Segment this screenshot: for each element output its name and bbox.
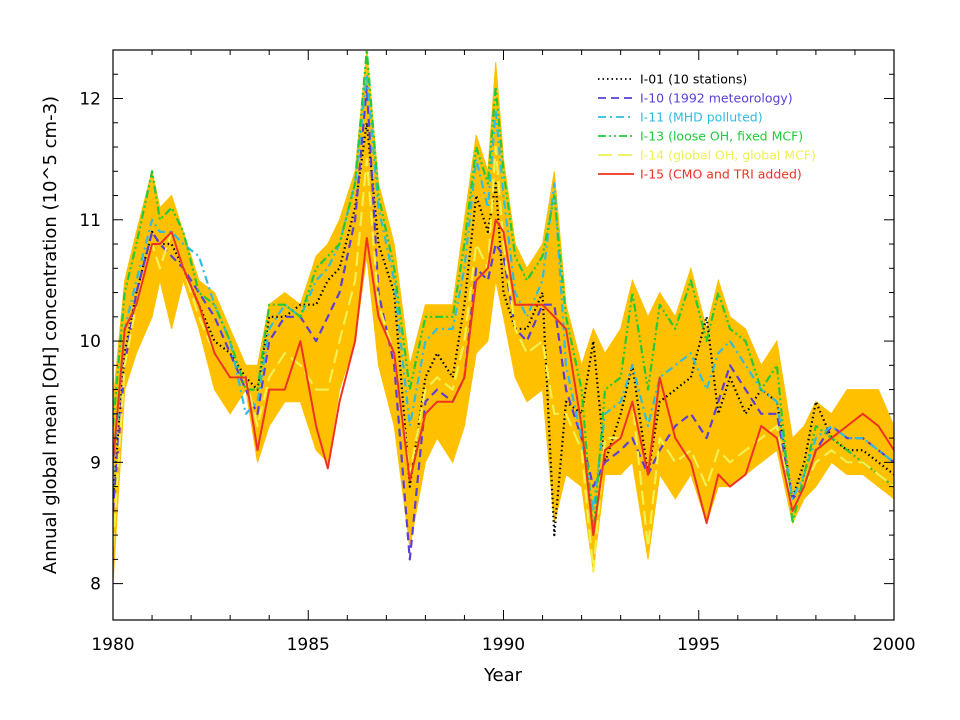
y-tick-label: 9: [90, 453, 101, 473]
series-line-6: [113, 218, 894, 537]
x-axis-title: Year: [483, 665, 523, 686]
y-axis-title: Annual global mean [OH] concentration (1…: [40, 96, 61, 574]
legend-entry-5: I-14 (global OH, global MCF): [598, 148, 816, 163]
y-tick-label: 8: [90, 575, 101, 595]
range-band: [113, 50, 894, 584]
x-tick-label: 1985: [287, 635, 330, 655]
axis-tick-labels: 1980 1985 1990 1995 2000 8 9 10 11 12: [79, 90, 915, 655]
legend-label: I-14 (global OH, global MCF): [640, 148, 816, 163]
legend-label: I-01 (10 stations): [640, 72, 747, 87]
legend-entry-2: I-10 (1992 meteorology): [598, 91, 793, 106]
series-line-4: [113, 50, 894, 537]
legend: I-01 (10 stations) I-10 (1992 meteorology…: [598, 72, 816, 182]
x-tick-label: 1990: [482, 635, 525, 655]
x-tick-label: 2000: [872, 635, 915, 655]
x-tick-label: 1995: [677, 635, 720, 655]
legend-label: I-11 (MHD polluted): [640, 110, 763, 125]
legend-label: I-10 (1992 meteorology): [640, 91, 793, 106]
legend-label: I-13 (loose OH, fixed MCF): [640, 129, 803, 144]
series-line-5: [113, 145, 894, 573]
legend-label: I-15 (CMO and TRI added): [640, 167, 802, 182]
y-tick-label: 10: [79, 332, 101, 352]
y-tick-label: 11: [79, 211, 101, 231]
legend-entry-3: I-11 (MHD polluted): [598, 110, 763, 125]
uncertainty-band: [113, 50, 894, 584]
legend-entry-1: I-01 (10 stations): [598, 72, 747, 87]
legend-entry-6: I-15 (CMO and TRI added): [598, 167, 802, 182]
y-tick-label: 12: [79, 90, 101, 110]
axis-ticks: [112, 49, 895, 620]
x-tick-label: 1980: [91, 635, 134, 655]
legend-entry-4: I-13 (loose OH, fixed MCF): [598, 129, 803, 144]
series-line-1: [113, 121, 894, 537]
series-line-3: [113, 73, 894, 512]
series-lines: [113, 50, 894, 573]
